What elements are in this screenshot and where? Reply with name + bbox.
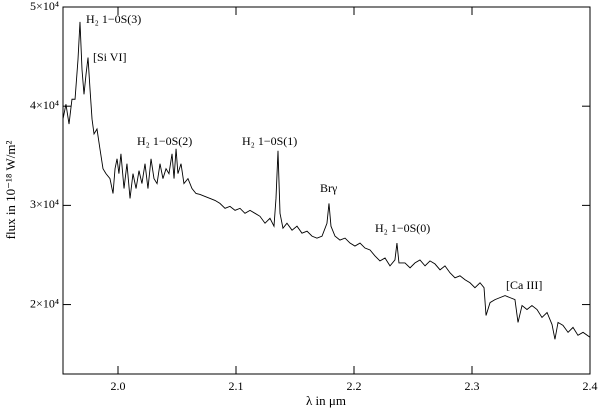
plot-frame — [62, 6, 591, 375]
spectrum-line — [62, 21, 591, 340]
y-tick-label: 2×10⁴ — [30, 296, 59, 310]
annotation: [Si VI] — [93, 50, 126, 64]
x-tick-label: 2.1 — [228, 379, 243, 393]
annotation: H₂ 1−0S(2) — [137, 134, 192, 148]
x-tick-label: 2.3 — [464, 379, 479, 393]
y-axis-label: flux in 10⁻¹⁸ W/m² — [3, 141, 18, 240]
annotation: [Ca III] — [506, 278, 542, 292]
annotation: H₂ 1−0S(0) — [375, 221, 430, 235]
y-tick-label: 4×10⁴ — [30, 98, 59, 112]
x-axis-label: λ in μm — [306, 393, 346, 408]
annotation: H₂ 1−0S(3) — [86, 12, 141, 26]
x-tick-label: 2.0 — [110, 379, 125, 393]
y-tick-label: 3×10⁴ — [30, 197, 59, 211]
y-tick-label: 5×10⁴ — [30, 0, 59, 13]
x-tick-label: 2.4 — [583, 379, 598, 393]
annotation: H₂ 1−0S(1) — [242, 134, 297, 148]
x-tick-label: 2.2 — [346, 379, 361, 393]
annotation: Brγ — [320, 181, 338, 195]
